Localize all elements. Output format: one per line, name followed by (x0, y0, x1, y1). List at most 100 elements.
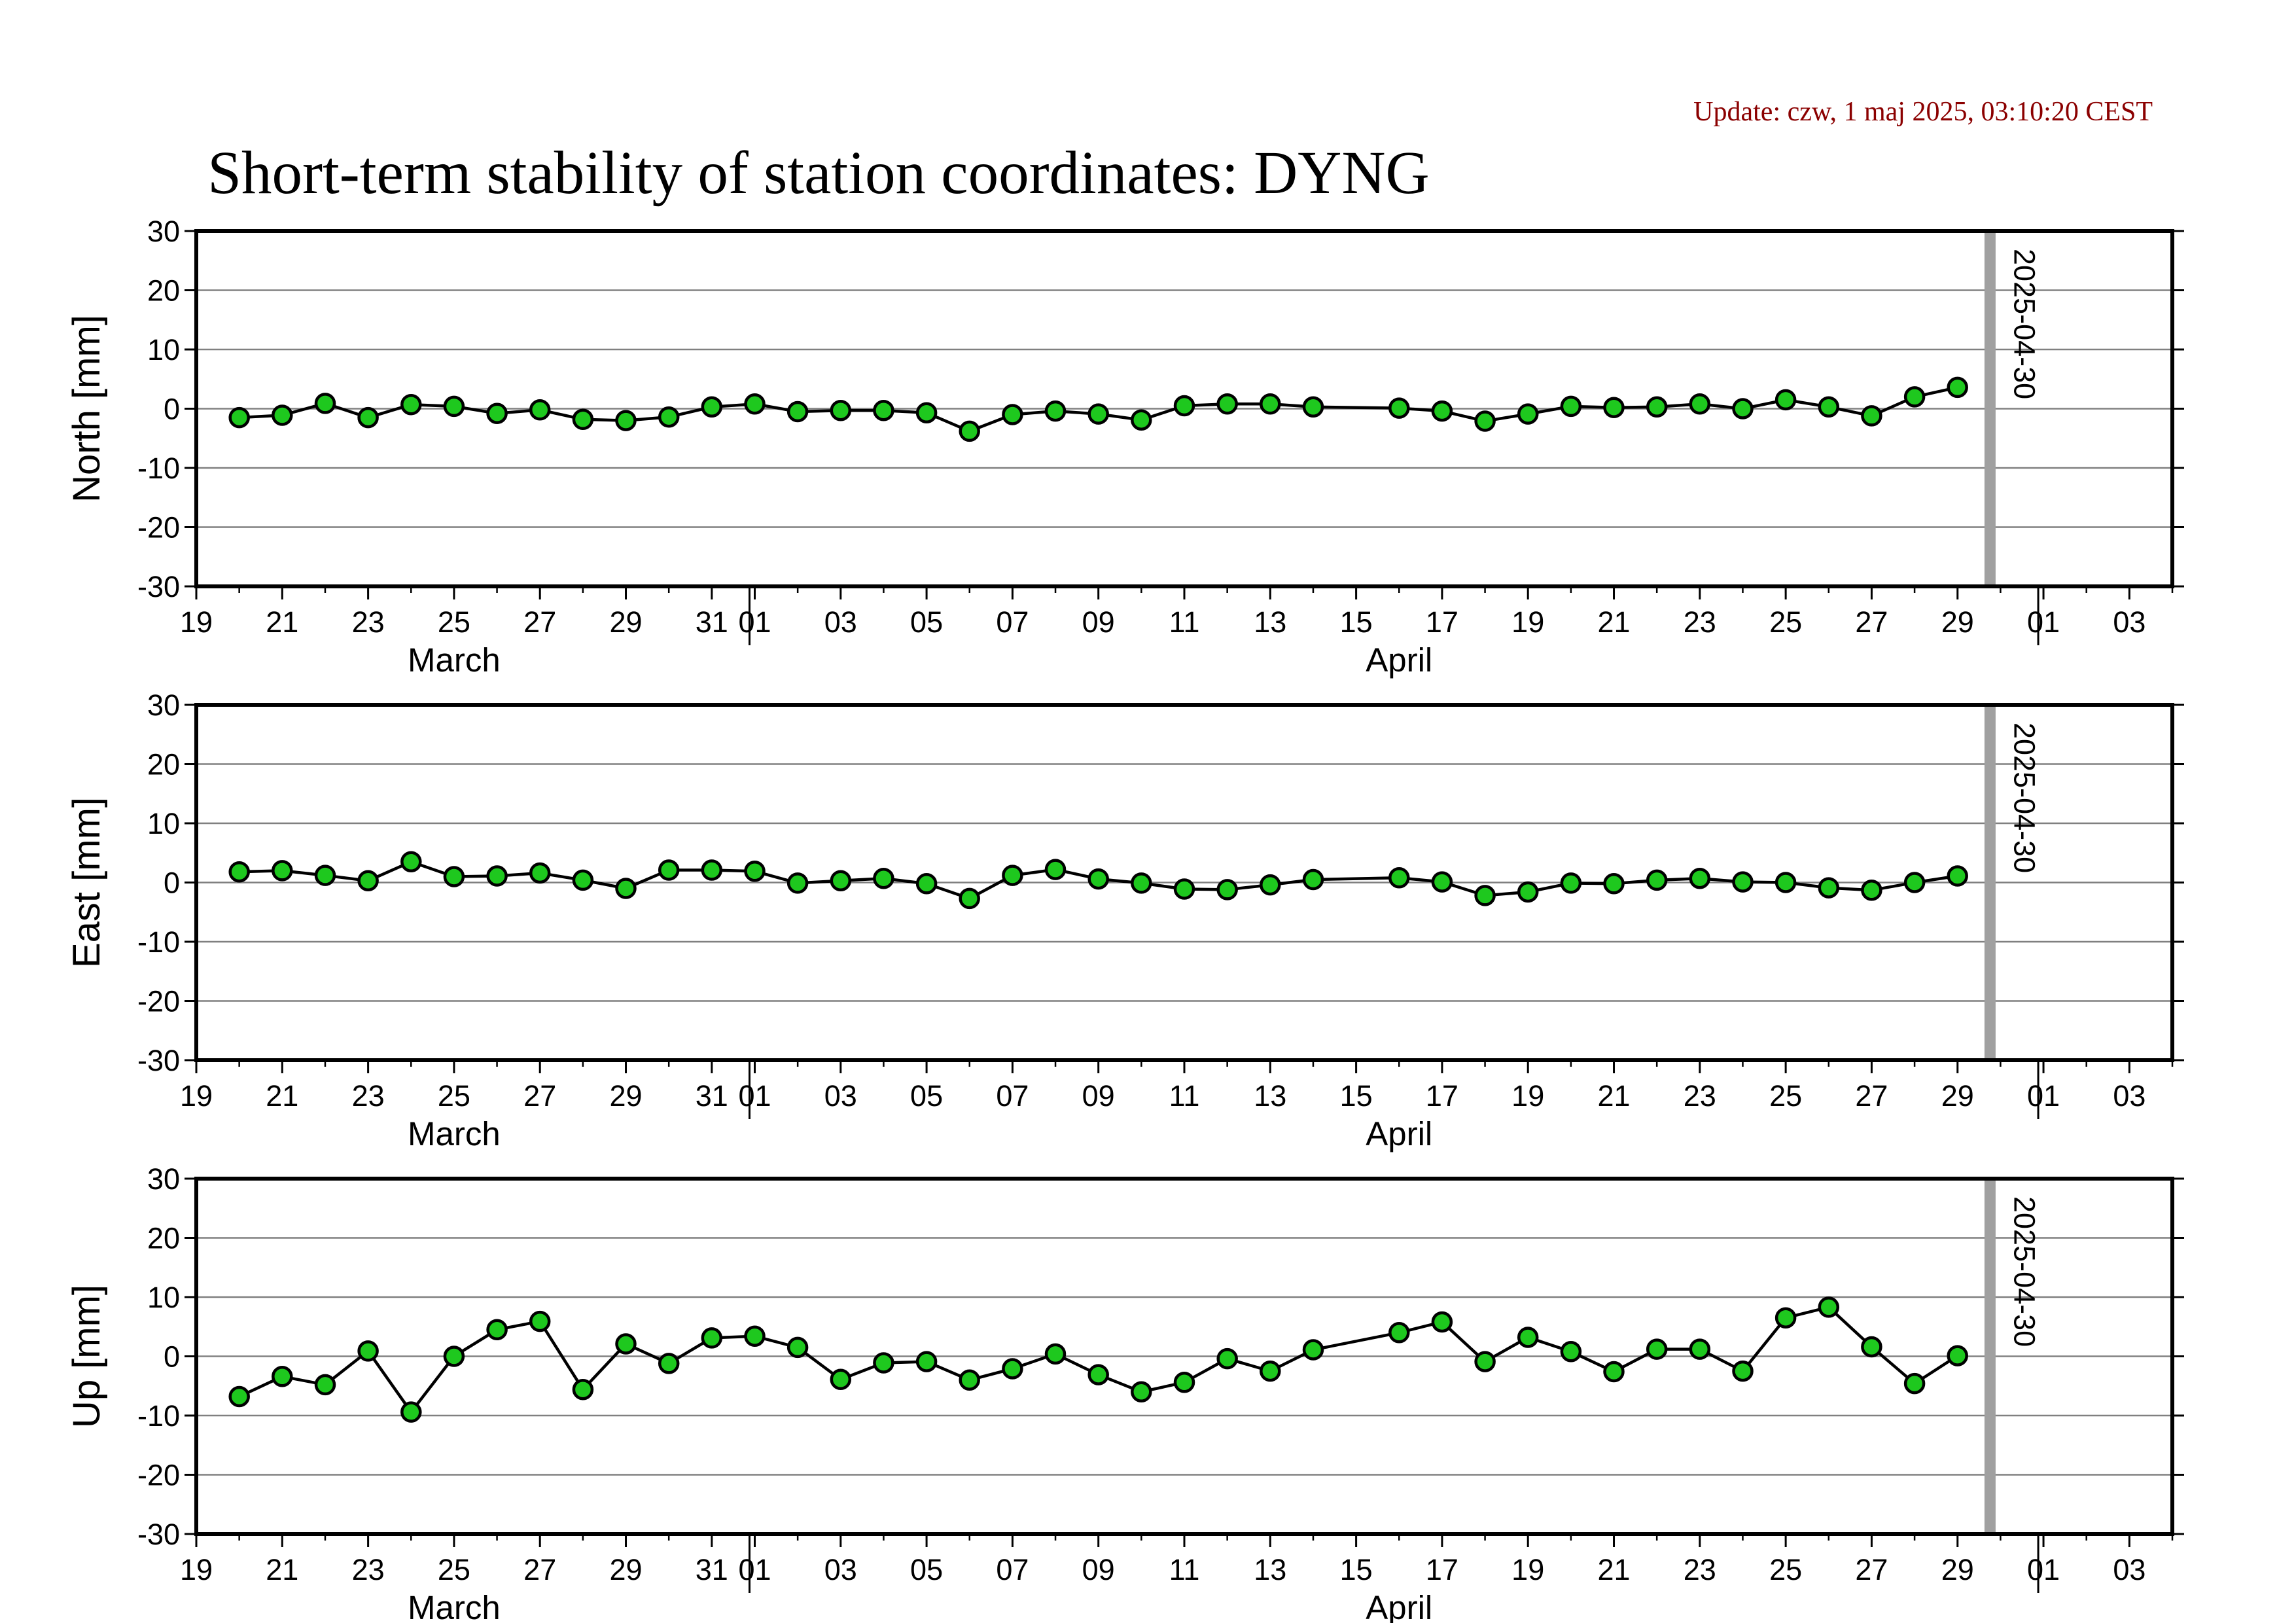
north-xtick-label: 15 (1340, 605, 1373, 639)
up-ytick-label: 0 (164, 1340, 180, 1374)
up-data-point (1216, 1347, 1238, 1370)
east-data-point (1002, 865, 1023, 886)
up-data-point (959, 1369, 980, 1391)
north-data-point (1947, 376, 1968, 399)
north-data-point (486, 402, 508, 424)
north-ytick-label: -30 (137, 570, 180, 603)
up-data-point (1947, 1345, 1968, 1366)
north-xtick-label: 25 (438, 605, 470, 639)
up-data-point (1603, 1361, 1625, 1383)
up-data-point (443, 1346, 465, 1367)
up-data-point (701, 1327, 723, 1349)
east-data-point (744, 861, 766, 882)
east-ytick-label: -10 (137, 925, 180, 959)
east-data-point (572, 869, 594, 891)
east-data-point (1517, 881, 1539, 903)
up-data-point (744, 1325, 766, 1347)
north-xtick-label: 11 (1169, 605, 1200, 639)
up-data-point (873, 1352, 894, 1374)
up-data-point (1302, 1339, 1324, 1361)
east-ytick-label: -20 (137, 985, 180, 1018)
east-xtick-label: 25 (1769, 1079, 1802, 1113)
east-xtick-label: 21 (1597, 1079, 1630, 1113)
north-data-point (314, 393, 336, 414)
north-data-point (400, 393, 422, 416)
up-data-point (786, 1336, 809, 1359)
north-data-point (1302, 396, 1324, 418)
east-ytick-label: 20 (147, 748, 180, 781)
north-data-point (1131, 409, 1152, 431)
north-data-point (1903, 386, 1926, 408)
east-data-point (1474, 885, 1496, 906)
east-data-point (1560, 872, 1582, 894)
east-xtick-label: 27 (523, 1079, 556, 1113)
north-month-label: March (408, 641, 501, 679)
east-data-point (615, 878, 637, 899)
east-xtick-label: 03 (2113, 1079, 2146, 1113)
north-ytick-label: 0 (164, 393, 180, 426)
north-ytick-label: 30 (147, 215, 180, 248)
up-xtick-label: 01 (2027, 1553, 2060, 1586)
north-xtick-label: 27 (523, 605, 556, 639)
north-data-point (1603, 397, 1625, 418)
east-data-point (486, 865, 508, 887)
up-xtick-label: 31 (696, 1553, 728, 1586)
up-ytick-label: 10 (147, 1281, 180, 1314)
east-data-point (873, 867, 894, 889)
east-data-point (915, 873, 938, 895)
north-xtick-label: 27 (1855, 605, 1888, 639)
up-data-point (1732, 1360, 1754, 1382)
north-data-point (873, 399, 894, 421)
north-data-point (1216, 393, 1238, 415)
north-month-label: April (1366, 641, 1432, 679)
up-xtick-label: 07 (996, 1553, 1029, 1586)
up-data-point (357, 1340, 379, 1362)
east-data-point (1903, 872, 1926, 893)
east-xtick-label: 09 (1082, 1079, 1115, 1113)
east-xtick-label: 23 (352, 1079, 385, 1113)
east-xtick-label: 01 (2027, 1079, 2060, 1113)
east-data-point (658, 859, 680, 881)
east-data-point (1732, 871, 1754, 893)
up-ytick-label: -30 (137, 1518, 180, 1551)
east-ytick-label: 0 (164, 866, 180, 900)
north-xtick-label: 07 (996, 605, 1029, 639)
chart-title: Short-term stability of station coordina… (207, 139, 1429, 207)
east-xtick-label: 29 (609, 1079, 642, 1113)
east-data-point (400, 851, 422, 873)
east-data-point (701, 859, 723, 881)
up-ytick-label: 20 (147, 1222, 180, 1255)
north-data-point (1388, 397, 1410, 419)
up-data-point (1517, 1327, 1539, 1348)
east-data-point (228, 861, 250, 883)
north-data-point (658, 406, 680, 428)
north-data-point (1260, 393, 1281, 415)
up-data-point (1775, 1307, 1797, 1329)
up-data-point (1431, 1311, 1453, 1333)
east-data-point (1087, 868, 1109, 890)
north-xtick-label: 19 (180, 605, 213, 639)
east-data-point (1947, 865, 1968, 887)
east-xtick-label: 05 (910, 1079, 943, 1113)
east-axis-label: East [mm] (65, 797, 108, 968)
north-data-point (1474, 410, 1496, 432)
north-data-point (1818, 396, 1840, 418)
east-xtick-label: 29 (1941, 1079, 1974, 1113)
north-data-point (786, 401, 809, 423)
up-month-label: April (1366, 1589, 1432, 1623)
north-data-point (915, 402, 938, 424)
up-data-point (1560, 1341, 1582, 1363)
north-data-point (959, 420, 980, 442)
east-ytick-label: 30 (147, 688, 180, 722)
up-data-point (1044, 1343, 1067, 1365)
north-data-point (1517, 403, 1539, 425)
north-ytick-label: 20 (147, 274, 180, 308)
up-data-point (615, 1333, 637, 1355)
east-data-point (1861, 880, 1882, 901)
north-xtick-label: 03 (2113, 605, 2146, 639)
east-xtick-label: 27 (1855, 1079, 1888, 1113)
up-xtick-label: 21 (1597, 1553, 1630, 1586)
